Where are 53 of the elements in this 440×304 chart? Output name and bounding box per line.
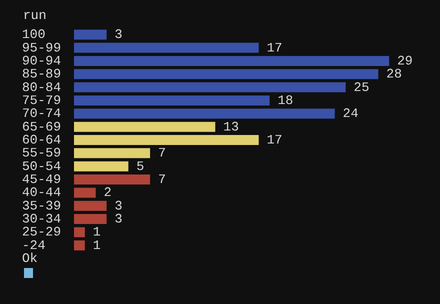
y-tick-label: 25-29	[22, 224, 62, 240]
data-label: 29	[397, 53, 413, 68]
bar	[74, 161, 128, 172]
y-tick-label: 75-79	[22, 92, 62, 108]
bar	[74, 188, 96, 198]
y-tick-label: 90-94	[22, 53, 62, 68]
data-label: 3	[114, 198, 122, 214]
bar	[74, 82, 346, 92]
data-label: 13	[223, 119, 239, 134]
data-label: 2	[104, 185, 112, 200]
bar	[74, 135, 259, 145]
y-tick-label: 50-54	[22, 158, 62, 174]
data-label: 25	[354, 80, 370, 95]
bar	[74, 214, 107, 224]
data-label: 5	[136, 158, 144, 174]
y-tick-label: 35-39	[22, 198, 62, 214]
bar	[74, 95, 270, 106]
y-tick-label: 55-59	[22, 146, 62, 161]
bar	[74, 122, 216, 132]
bar	[74, 69, 378, 80]
data-label: 3	[114, 212, 122, 227]
data-label: 28	[386, 66, 402, 82]
y-tick-label: 45-49	[22, 172, 62, 188]
y-tick-label: 40-44	[22, 185, 62, 200]
bar	[74, 42, 259, 53]
bar	[74, 56, 390, 66]
y-tick-label: -24	[22, 238, 46, 253]
data-label: 1	[92, 224, 101, 240]
y-tick-label: 30-34	[22, 212, 62, 227]
bar	[74, 148, 150, 158]
y-tick-label: 80-84	[22, 80, 62, 95]
y-tick-label: 95-99	[22, 40, 62, 56]
bar	[74, 200, 107, 211]
y-tick-label: 85-89	[22, 66, 62, 82]
bar	[74, 108, 335, 119]
data-label: 17	[266, 132, 282, 148]
text: Ok	[22, 251, 38, 266]
data-label: 24	[342, 106, 359, 122]
data-label: 18	[278, 92, 294, 108]
data-label: 3	[114, 27, 122, 42]
chart-title: run	[23, 8, 46, 23]
bar	[74, 30, 107, 40]
bar	[74, 240, 85, 250]
y-tick-label: 100	[22, 27, 46, 42]
data-label: 7	[158, 146, 166, 161]
bar	[74, 174, 150, 185]
data-label: 17	[266, 40, 282, 56]
y-tick-label: 65-69	[22, 119, 62, 134]
y-tick-label: 60-64	[22, 132, 62, 148]
data-label: 7	[158, 172, 166, 188]
y-tick-label: 70-74	[22, 106, 62, 122]
bar	[74, 227, 85, 238]
data-label: 1	[92, 238, 101, 253]
